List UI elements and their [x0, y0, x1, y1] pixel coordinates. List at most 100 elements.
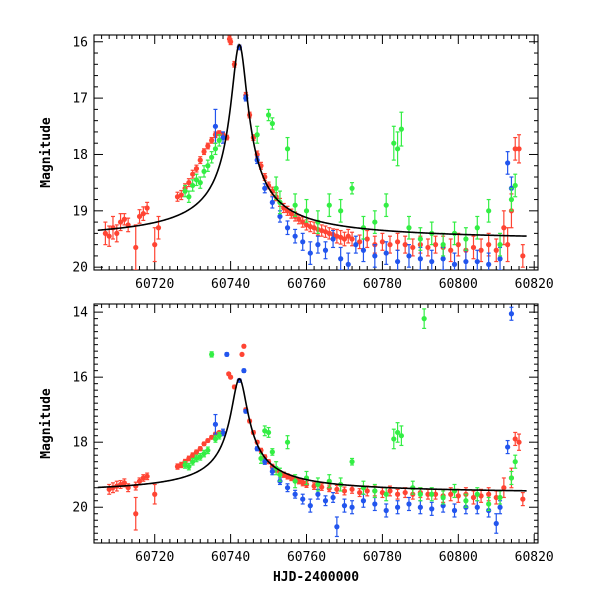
data-point: [300, 219, 306, 225]
data-point: [284, 225, 291, 231]
data-point: [398, 126, 404, 132]
data-point: [417, 504, 423, 510]
x-axis-label: HJD-2400000: [273, 570, 359, 585]
data-point: [463, 258, 469, 265]
data-point: [406, 225, 412, 231]
data-point: [190, 171, 196, 177]
data-point: [209, 137, 215, 143]
data-point: [497, 504, 503, 510]
data-point: [106, 233, 112, 239]
data-point: [144, 473, 150, 479]
data-point: [186, 180, 192, 186]
data-point: [277, 472, 283, 478]
data-point: [205, 163, 211, 169]
data-point: [322, 498, 329, 504]
model-curve: [97, 377, 527, 492]
data-point: [417, 256, 423, 262]
x-tick-label: 60720: [135, 277, 174, 292]
data-point: [292, 202, 298, 208]
top-panel: 60720 60740 60760 60780 60800 60820 16 17 18 19 20…: [39, 34, 554, 292]
data-point: [338, 208, 344, 214]
data-point: [341, 236, 348, 242]
data-point: [486, 242, 492, 248]
data-point: [334, 486, 340, 492]
series-0: [106, 343, 526, 531]
data-point: [493, 520, 499, 527]
x-tick-label: 60780: [363, 277, 402, 292]
x-tick-label: 60820: [515, 550, 554, 565]
data-point: [315, 481, 321, 488]
data-point: [330, 236, 336, 242]
data-point: [269, 468, 275, 475]
data-point: [520, 496, 526, 502]
data-point: [341, 503, 348, 509]
plot-area: [97, 35, 527, 270]
data-point: [102, 230, 108, 236]
data-point: [394, 504, 401, 510]
data-point: [387, 488, 393, 494]
y-tick-label: 20: [72, 261, 88, 276]
y-tick-label: 16: [72, 35, 88, 50]
data-point: [265, 429, 272, 436]
data-point: [220, 134, 226, 141]
data-point: [334, 524, 340, 530]
data-point: [205, 447, 211, 453]
data-point: [197, 454, 203, 460]
data-point: [216, 137, 222, 143]
data-point: [508, 196, 515, 203]
data-point: [284, 439, 291, 445]
data-point: [269, 120, 275, 127]
data-point: [486, 208, 492, 214]
data-point: [228, 374, 234, 380]
data-point: [402, 242, 408, 248]
y-tick-label: 19: [72, 204, 88, 219]
data-point: [448, 247, 454, 253]
data-point: [391, 436, 397, 442]
data-point: [406, 253, 412, 259]
data-point: [121, 216, 127, 222]
data-point: [440, 494, 446, 501]
data-point: [394, 146, 401, 152]
data-point: [474, 504, 480, 510]
data-point: [190, 452, 196, 458]
data-point: [406, 501, 412, 507]
data-point: [360, 247, 367, 253]
data-point: [501, 225, 507, 231]
data-point: [516, 146, 522, 152]
data-point: [383, 250, 389, 256]
y-tick-label: 16: [72, 371, 88, 386]
data-point: [345, 233, 351, 239]
y-tick-label: 14: [72, 306, 88, 321]
data-point: [262, 185, 268, 191]
data-point: [205, 143, 211, 149]
data-point: [224, 351, 230, 358]
x-tick-label: 60740: [211, 277, 250, 292]
data-point: [186, 455, 192, 462]
plot-frame: [93, 34, 539, 271]
data-point: [478, 247, 484, 253]
data-point: [315, 491, 321, 497]
data-point: [121, 480, 127, 486]
data-point: [341, 488, 348, 494]
data-point: [117, 219, 124, 225]
data-point: [394, 429, 401, 436]
data-point: [429, 258, 435, 265]
data-point: [269, 199, 275, 205]
data-point: [284, 146, 291, 152]
data-point: [197, 180, 203, 186]
x-tick-label: 60720: [135, 550, 174, 565]
data-point: [315, 242, 321, 248]
data-point: [486, 261, 492, 267]
x-tick-label: 60800: [439, 550, 478, 565]
data-point: [364, 236, 370, 242]
data-point: [372, 219, 378, 225]
data-point: [209, 351, 215, 358]
data-point: [505, 160, 511, 166]
x-tick-label: 60760: [287, 550, 326, 565]
data-point: [432, 491, 439, 497]
data-point: [152, 242, 158, 248]
data-point: [273, 185, 279, 191]
data-point: [440, 242, 446, 248]
data-point: [360, 498, 367, 504]
